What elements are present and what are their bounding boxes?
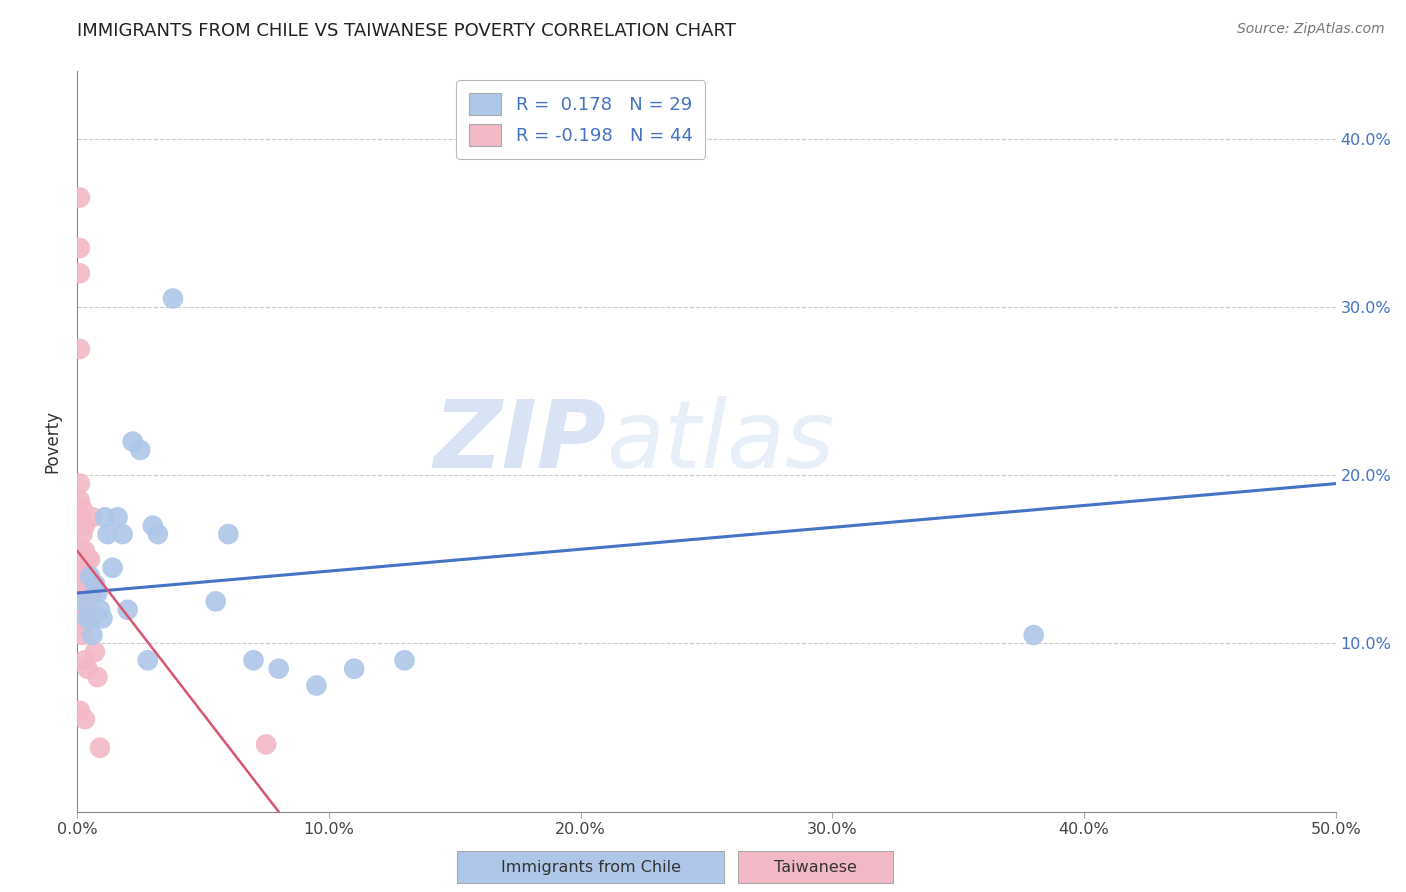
Point — [69, 603, 91, 617]
Point — [254, 738, 277, 752]
Point — [69, 190, 91, 204]
Point — [84, 577, 107, 591]
Point — [89, 603, 111, 617]
Point — [86, 586, 108, 600]
Text: IMMIGRANTS FROM CHILE VS TAIWANESE POVERTY CORRELATION CHART: IMMIGRANTS FROM CHILE VS TAIWANESE POVER… — [77, 22, 737, 40]
Point — [89, 740, 111, 755]
Point — [79, 569, 101, 583]
Point — [394, 653, 416, 667]
Text: Taiwanese: Taiwanese — [775, 860, 856, 874]
Point — [69, 241, 91, 255]
Point — [82, 586, 104, 600]
Point — [76, 611, 98, 625]
Point — [86, 670, 108, 684]
Point — [1022, 628, 1045, 642]
Point — [73, 653, 96, 667]
Point — [111, 527, 134, 541]
Point — [136, 653, 159, 667]
Point — [343, 662, 366, 676]
Point — [69, 560, 91, 574]
Point — [69, 342, 91, 356]
Point — [82, 611, 104, 625]
Point — [91, 611, 114, 625]
Point — [69, 594, 91, 608]
Point — [79, 586, 101, 600]
Point — [82, 510, 104, 524]
Point — [69, 577, 91, 591]
Point — [305, 679, 328, 693]
Point — [84, 645, 107, 659]
Point — [79, 552, 101, 566]
Point — [96, 527, 118, 541]
Point — [117, 603, 139, 617]
Point — [72, 594, 94, 608]
Point — [72, 544, 94, 558]
Point — [84, 577, 107, 591]
Point — [76, 552, 98, 566]
Point — [69, 569, 91, 583]
Point — [76, 569, 98, 583]
Point — [146, 527, 169, 541]
Point — [72, 560, 94, 574]
Point — [73, 544, 96, 558]
Point — [73, 577, 96, 591]
Point — [69, 493, 91, 508]
Point — [107, 510, 129, 524]
Point — [72, 501, 94, 516]
Point — [76, 662, 98, 676]
Point — [73, 712, 96, 726]
Point — [72, 577, 94, 591]
Point — [121, 434, 143, 449]
Point — [72, 628, 94, 642]
Point — [69, 611, 91, 625]
Point — [69, 704, 91, 718]
Text: Immigrants from Chile: Immigrants from Chile — [501, 860, 681, 874]
Point — [73, 569, 96, 583]
Text: ZIP: ZIP — [433, 395, 606, 488]
Point — [69, 619, 91, 633]
Point — [217, 527, 239, 541]
Legend: R =  0.178   N = 29, R = -0.198   N = 44: R = 0.178 N = 29, R = -0.198 N = 44 — [456, 80, 706, 159]
Text: atlas: atlas — [606, 396, 834, 487]
Point — [79, 577, 101, 591]
Point — [162, 292, 184, 306]
Point — [242, 653, 264, 667]
Point — [73, 518, 96, 533]
Point — [267, 662, 290, 676]
Text: Source: ZipAtlas.com: Source: ZipAtlas.com — [1237, 22, 1385, 37]
Point — [72, 594, 94, 608]
Point — [69, 510, 91, 524]
Point — [69, 544, 91, 558]
Point — [82, 628, 104, 642]
Point — [69, 476, 91, 491]
Point — [76, 603, 98, 617]
Point — [129, 442, 152, 457]
Y-axis label: Poverty: Poverty — [44, 410, 62, 473]
Point — [94, 510, 117, 524]
Point — [101, 560, 124, 574]
Point — [72, 527, 94, 541]
Point — [204, 594, 226, 608]
Point — [73, 560, 96, 574]
Point — [142, 518, 165, 533]
Point — [69, 266, 91, 280]
